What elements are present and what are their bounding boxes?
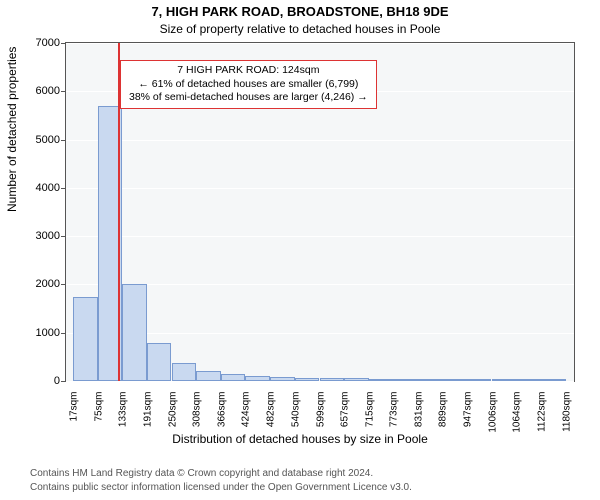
annotation-line-1: 7 HIGH PARK ROAD: 124sqm	[129, 64, 368, 78]
y-tick-mark	[61, 236, 65, 237]
histogram-bar	[541, 379, 566, 381]
gridline	[66, 43, 574, 44]
x-tick-label: 133sqm	[118, 392, 129, 452]
y-tick-mark	[61, 91, 65, 92]
y-tick-mark	[61, 381, 65, 382]
annotation-line-2: ← 61% of detached houses are smaller (6,…	[129, 78, 368, 92]
histogram-bar	[344, 378, 369, 381]
x-tick-label: 599sqm	[315, 392, 326, 452]
x-tick-label: 715sqm	[364, 392, 375, 452]
histogram-bar	[516, 379, 541, 381]
chart-title: 7, HIGH PARK ROAD, BROADSTONE, BH18 9DE	[0, 4, 600, 19]
footer: Contains HM Land Registry data © Crown c…	[30, 467, 412, 494]
gridline	[66, 381, 574, 382]
histogram-bar	[122, 284, 147, 381]
x-tick-label: 191sqm	[142, 392, 153, 452]
y-tick-label: 1000	[10, 327, 60, 339]
x-tick-label: 1122sqm	[536, 392, 547, 452]
x-tick-label: 1006sqm	[487, 392, 498, 452]
histogram-bar	[492, 379, 517, 381]
y-tick-mark	[61, 43, 65, 44]
x-tick-label: 540sqm	[290, 392, 301, 452]
y-tick-mark	[61, 140, 65, 141]
footer-line-1: Contains HM Land Registry data © Crown c…	[30, 467, 412, 481]
histogram-bar	[369, 379, 394, 381]
x-tick-label: 831sqm	[413, 392, 424, 452]
y-tick-mark	[61, 284, 65, 285]
histogram-bar	[442, 379, 467, 381]
x-tick-label: 1064sqm	[512, 392, 523, 452]
x-tick-label: 250sqm	[167, 392, 178, 452]
histogram-bar	[147, 343, 172, 381]
x-tick-label: 308sqm	[192, 392, 203, 452]
y-tick-label: 5000	[10, 134, 60, 146]
histogram-bar	[270, 377, 295, 381]
chart-container: 7, HIGH PARK ROAD, BROADSTONE, BH18 9DE …	[0, 0, 600, 500]
annotation-box: 7 HIGH PARK ROAD: 124sqm ← 61% of detach…	[120, 60, 377, 109]
x-tick-label: 889sqm	[438, 392, 449, 452]
histogram-bar	[295, 378, 320, 381]
x-tick-label: 482sqm	[266, 392, 277, 452]
y-tick-mark	[61, 333, 65, 334]
x-tick-label: 366sqm	[216, 392, 227, 452]
gridline	[66, 188, 574, 189]
x-tick-label: 1180sqm	[561, 392, 572, 452]
histogram-bar	[172, 363, 197, 381]
gridline	[66, 140, 574, 141]
x-tick-label: 773sqm	[389, 392, 400, 452]
footer-line-2: Contains public sector information licen…	[30, 481, 412, 495]
gridline	[66, 236, 574, 237]
x-tick-label: 657sqm	[340, 392, 351, 452]
annotation-line-3: 38% of semi-detached houses are larger (…	[129, 91, 368, 105]
chart-subtitle: Size of property relative to detached ho…	[0, 22, 600, 36]
histogram-bar	[73, 297, 98, 382]
y-tick-label: 6000	[10, 85, 60, 97]
y-tick-label: 3000	[10, 230, 60, 242]
y-tick-label: 2000	[10, 278, 60, 290]
x-tick-label: 424sqm	[241, 392, 252, 452]
histogram-bar	[245, 376, 270, 381]
x-tick-label: 75sqm	[93, 392, 104, 452]
x-tick-label: 17sqm	[69, 392, 80, 452]
histogram-bar	[418, 379, 443, 381]
histogram-bar	[467, 379, 492, 381]
histogram-bar	[221, 374, 246, 381]
y-tick-label: 0	[10, 375, 60, 387]
y-tick-label: 4000	[10, 182, 60, 194]
histogram-bar	[320, 378, 345, 381]
y-tick-label: 7000	[10, 37, 60, 49]
x-tick-label: 947sqm	[462, 392, 473, 452]
histogram-bar	[393, 379, 418, 381]
y-tick-mark	[61, 188, 65, 189]
histogram-bar	[196, 371, 221, 381]
